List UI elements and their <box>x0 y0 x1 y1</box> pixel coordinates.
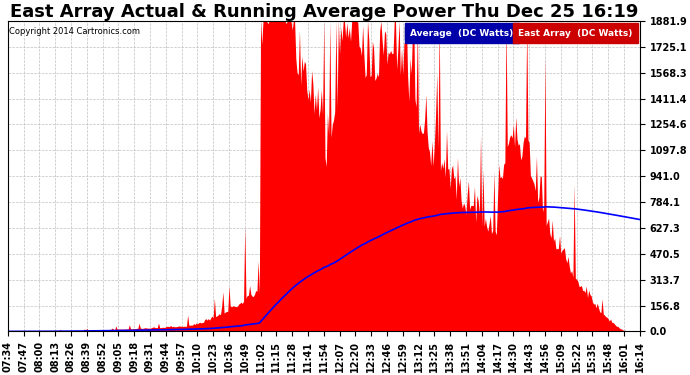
Legend: Average  (DC Watts), East Array  (DC Watts): Average (DC Watts), East Array (DC Watts… <box>405 26 635 40</box>
Title: East Array Actual & Running Average Power Thu Dec 25 16:19: East Array Actual & Running Average Powe… <box>10 3 638 21</box>
Text: Copyright 2014 Cartronics.com: Copyright 2014 Cartronics.com <box>9 27 140 36</box>
